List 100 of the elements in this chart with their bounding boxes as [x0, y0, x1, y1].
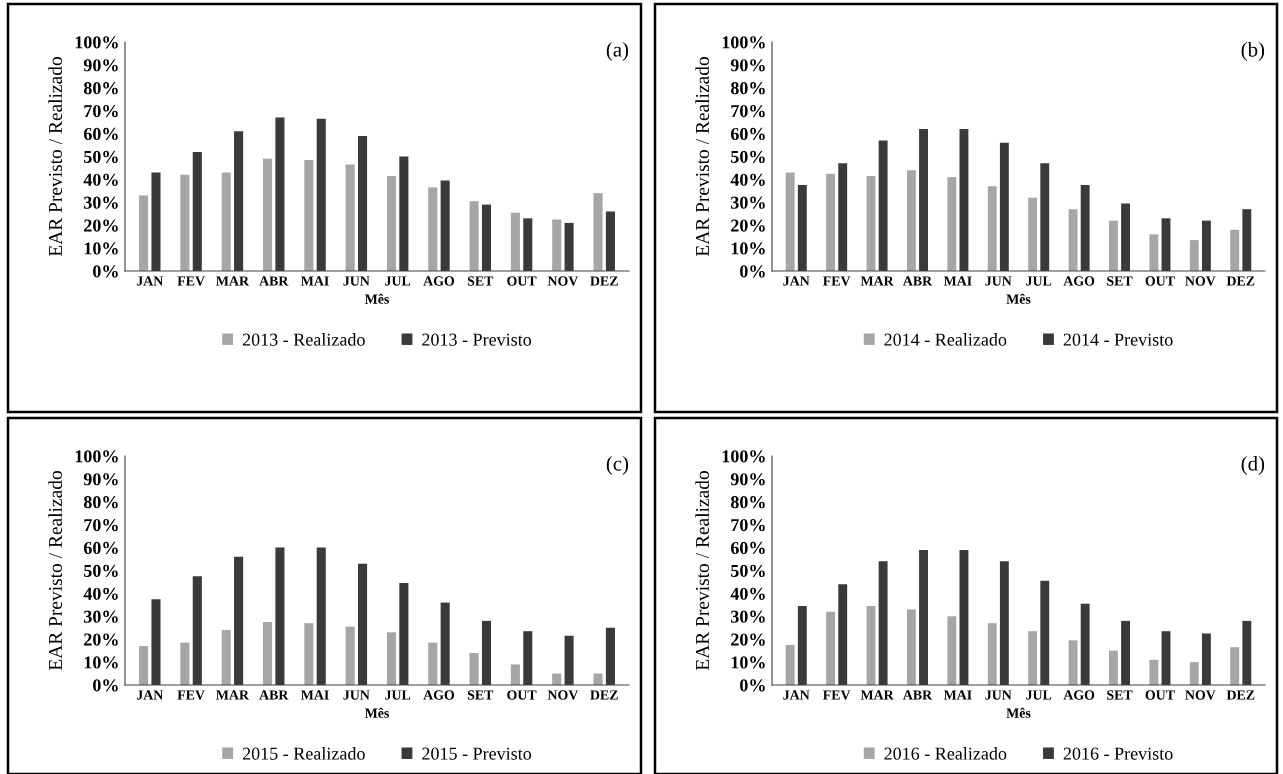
bar [1109, 650, 1118, 685]
legend-label: 2016 - Previsto [1063, 747, 1173, 760]
bar [304, 623, 314, 685]
bar [262, 158, 273, 271]
x-tick-label: NOV [547, 690, 579, 700]
x-tick-label: MAR [216, 276, 250, 286]
bar [785, 644, 795, 685]
x-tick-label: ABR [902, 276, 933, 286]
x-tick-label: JUN [343, 690, 370, 700]
y-tick-label: 100% [75, 36, 118, 49]
x-tick-label: MAR [860, 276, 894, 286]
bar [1109, 220, 1118, 271]
y-tick-label: 30% [731, 610, 765, 623]
legend-label: 2013 - Previsto [422, 333, 532, 346]
y-tick-label: 50% [731, 564, 765, 577]
y-tick-label: 80% [730, 496, 765, 509]
x-tick-label: MAI [943, 276, 972, 286]
annotation: (c) [606, 456, 629, 475]
bar [139, 195, 149, 271]
bar [345, 626, 355, 685]
bar [552, 219, 562, 271]
x-tick-label: MAR [860, 690, 894, 700]
bar [386, 632, 396, 685]
bar [469, 652, 479, 685]
bar [826, 611, 836, 685]
bar [593, 673, 603, 685]
bar [1189, 240, 1199, 271]
y-tick-label: 20% [731, 219, 765, 232]
bar [1149, 234, 1159, 271]
bar [386, 175, 396, 271]
x-tick-label: OUT [507, 690, 537, 700]
bar [947, 616, 957, 685]
y-tick-label: 80% [83, 496, 118, 509]
y-tick-label: 90% [83, 473, 118, 486]
y-tick-label: 10% [84, 656, 118, 669]
x-tick-label: FEV [177, 276, 205, 286]
y-tick-label: 0% [93, 679, 118, 692]
legend-label: 2015 - Realizado [242, 747, 365, 760]
x-axis-title: Mês [1006, 293, 1031, 304]
x-tick-label: JUN [985, 690, 1012, 700]
x-tick-label: JUL [1026, 276, 1052, 286]
x-tick-label: NOV [1185, 276, 1216, 286]
y-tick-label: 10% [84, 242, 118, 255]
bar [469, 201, 479, 271]
y-tick-label: 70% [731, 518, 765, 532]
y-tick-label: 60% [83, 541, 118, 555]
legend-label: 2014 - Realizado [884, 333, 1007, 346]
x-tick-label: AGO [1063, 276, 1095, 286]
bar [345, 164, 355, 271]
y-tick-label: 40% [730, 173, 765, 186]
y-tick-label: 60% [730, 127, 765, 141]
y-tick-label: 60% [83, 127, 118, 141]
bar [906, 609, 916, 685]
y-tick-label: 30% [84, 610, 118, 623]
x-tick-label: AGO [423, 276, 455, 286]
x-tick-label: OUT [1145, 276, 1175, 286]
bar [987, 623, 997, 685]
y-tick-label: 40% [83, 587, 118, 600]
x-axis-title: Mês [1006, 707, 1031, 718]
x-tick-label: JAN [136, 690, 164, 700]
bar [1189, 662, 1199, 685]
x-tick-label: FEV [823, 276, 851, 286]
y-tick-label: 100% [722, 450, 765, 463]
x-tick-label: JUL [385, 690, 411, 700]
bar [826, 173, 836, 271]
x-tick-label: FEV [823, 690, 851, 700]
annotation: (a) [606, 42, 629, 61]
x-tick-label: NOV [1185, 690, 1216, 700]
legend-label: 2016 - Realizado [884, 747, 1007, 760]
bar [1028, 631, 1038, 685]
bar [510, 664, 520, 685]
x-tick-label: DEZ [590, 276, 618, 286]
y-tick-label: 90% [730, 473, 765, 486]
x-tick-label: FEV [177, 690, 205, 700]
x-tick-label: JUL [1026, 690, 1052, 700]
y-tick-label: 0% [93, 265, 118, 278]
y-tick-label: 80% [83, 82, 118, 95]
x-axis-title: Mês [364, 293, 389, 304]
y-tick-label: 40% [83, 173, 118, 186]
x-tick-label: MAI [301, 690, 329, 700]
y-axis-title: EAR Previsto / Realizado [48, 471, 63, 671]
y-tick-label: 30% [731, 196, 765, 209]
y-tick-label: 10% [731, 242, 765, 255]
bar [1230, 229, 1240, 271]
bar [785, 172, 795, 271]
bar [1149, 659, 1159, 685]
x-tick-label: DEZ [1226, 690, 1255, 700]
y-tick-label: 10% [731, 656, 765, 669]
y-axis-title: EAR Previsto / Realizado [48, 57, 63, 257]
bar [180, 642, 190, 685]
bar [428, 187, 438, 271]
x-tick-label: SET [467, 276, 494, 286]
y-tick-label: 60% [730, 541, 765, 555]
x-tick-label: NOV [547, 276, 579, 286]
y-tick-label: 90% [730, 59, 765, 72]
x-tick-label: JAN [783, 276, 810, 286]
bar [987, 186, 997, 271]
y-tick-label: 20% [84, 633, 118, 646]
y-tick-label: 30% [84, 196, 118, 209]
annotation: (d) [1241, 456, 1265, 475]
